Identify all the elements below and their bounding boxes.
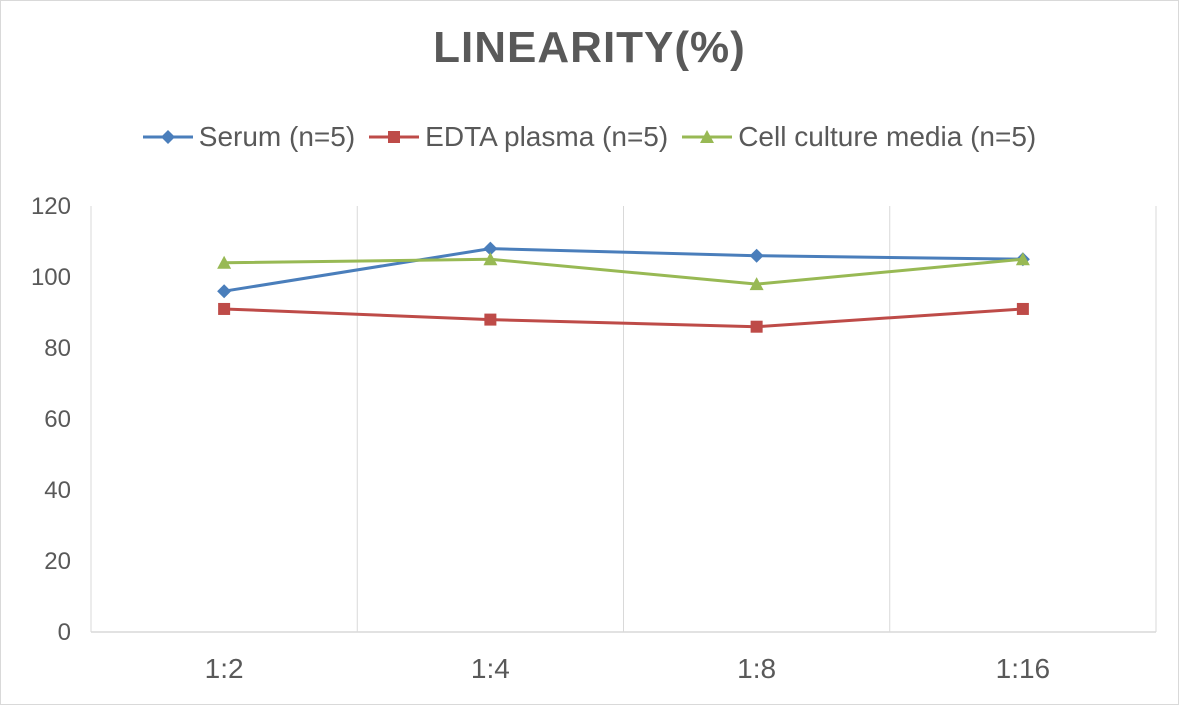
x-tick-label: 1:4: [471, 653, 510, 684]
y-tick-label: 80: [44, 335, 71, 362]
legend-item-edta-plasma: EDTA plasma (n=5): [369, 121, 668, 153]
legend-item-cell-culture-media: Cell culture media (n=5): [682, 121, 1036, 153]
data-point-triangle: [749, 277, 764, 291]
y-tick-label: 20: [44, 548, 71, 575]
legend-swatch-serum: [142, 130, 193, 144]
series-line-1: [224, 307, 1023, 329]
legend-swatch-cell-culture-media: [682, 130, 733, 143]
x-tick-label: 1:8: [737, 653, 776, 684]
data-point-diamond: [749, 248, 764, 263]
data-point-triangle: [483, 252, 498, 266]
chart-title: LINEARITY(%): [433, 23, 746, 72]
series-line-2: [224, 257, 1024, 286]
data-point-diamond: [217, 284, 232, 299]
data-point-square: [218, 302, 231, 315]
series-line-0: [223, 247, 1023, 293]
data-point-diamond: [483, 241, 498, 256]
legend-item-serum: Serum (n=5): [142, 121, 356, 153]
data-point-square: [1016, 302, 1029, 315]
y-tick-label: 60: [44, 406, 71, 433]
y-tick-label: 100: [31, 264, 71, 291]
data-point-square: [484, 313, 497, 326]
chart-legend: Serum (n=5) EDTA plasma (n=5) Cell cultu…: [1, 121, 1178, 153]
data-point-triangle: [1015, 252, 1030, 266]
legend-label-cell-culture-media: Cell culture media (n=5): [738, 121, 1037, 152]
y-tick-label: 40: [44, 477, 71, 504]
y-tick-label: 0: [58, 619, 71, 646]
legend-label-serum: Serum (n=5): [198, 121, 356, 152]
x-tick-label: 1:2: [205, 653, 244, 684]
legend-label-edta-plasma: EDTA plasma (n=5): [425, 121, 669, 152]
x-tick-label: 1:16: [996, 653, 1051, 684]
data-point-square: [750, 320, 763, 333]
y-tick-label: 120: [31, 193, 71, 220]
data-point-triangle: [217, 255, 232, 269]
legend-swatch-edta-plasma: [369, 131, 420, 143]
